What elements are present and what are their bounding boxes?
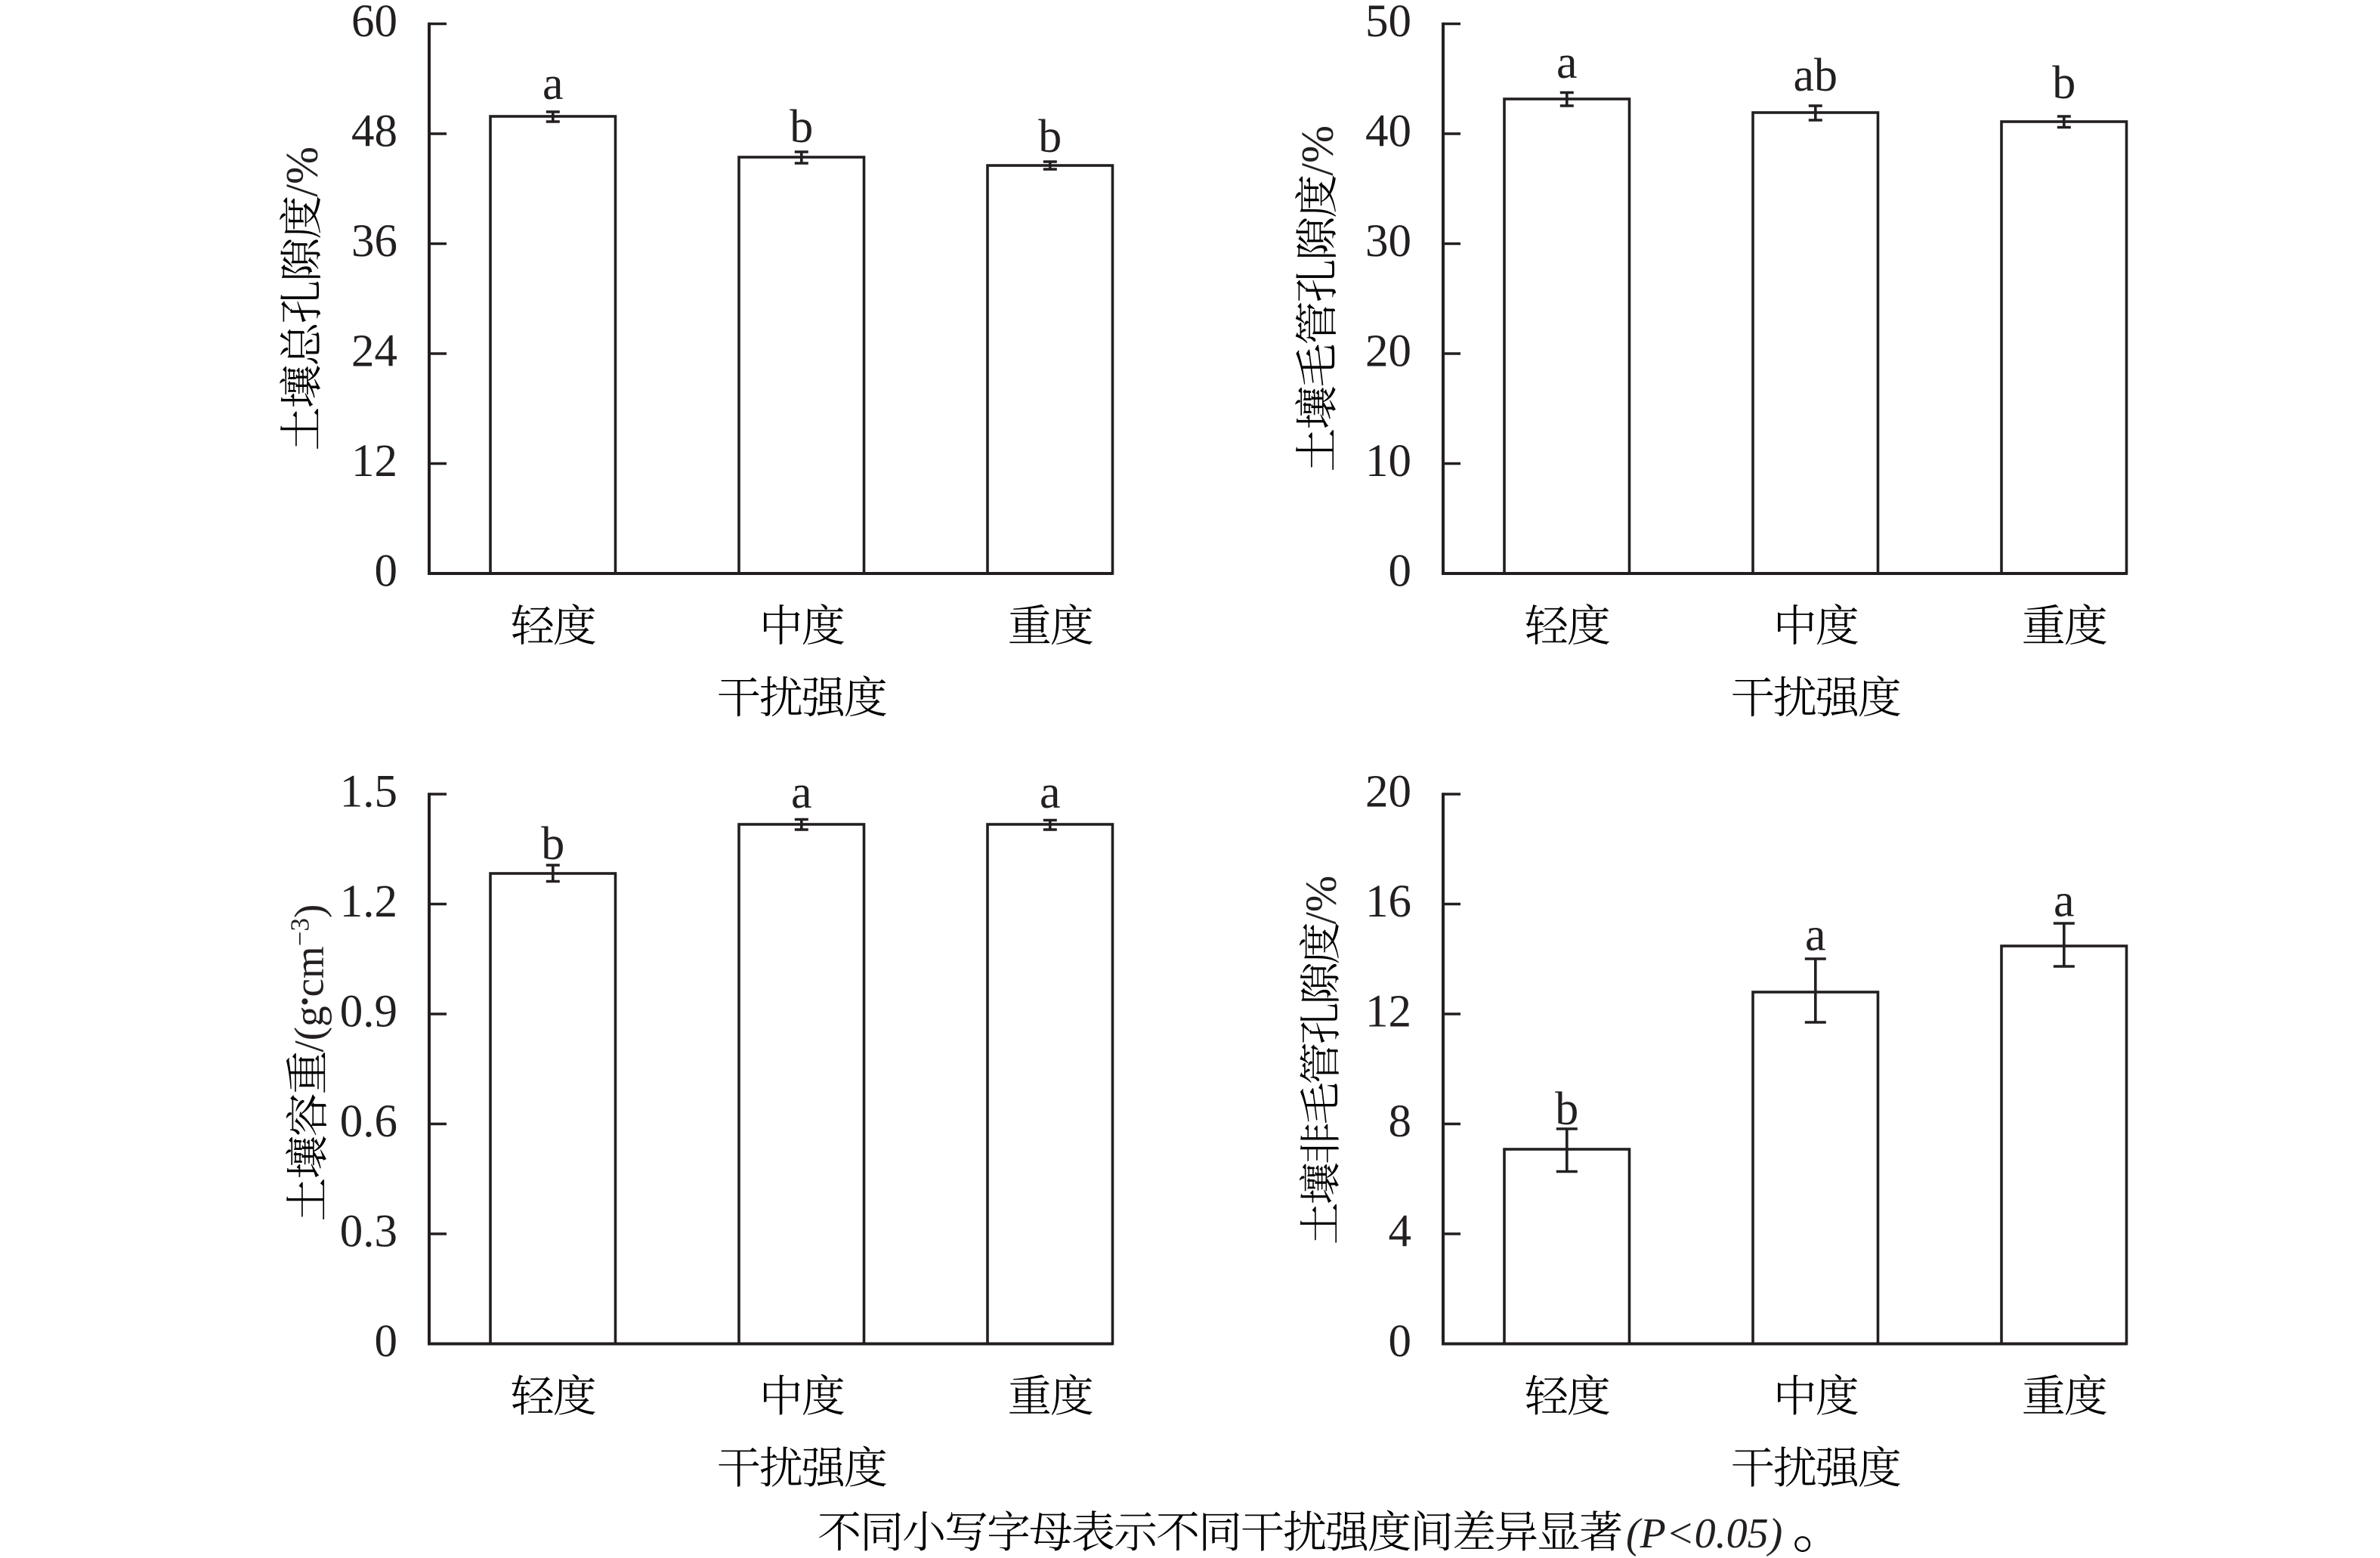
svg-text:0.6: 0.6	[340, 1096, 397, 1147]
svg-text:b: b	[541, 818, 564, 870]
svg-text:b: b	[790, 101, 813, 153]
svg-text:/%: /%	[1293, 125, 1343, 176]
svg-text:30: 30	[1365, 216, 1411, 267]
svg-text:a: a	[1805, 910, 1826, 961]
svg-text:0: 0	[1389, 546, 1412, 597]
svg-text:0: 0	[1389, 1316, 1412, 1367]
svg-text:(P<0.05): (P<0.05)	[1626, 1510, 1782, 1557]
svg-text:a: a	[791, 767, 812, 818]
svg-text:20: 20	[1365, 767, 1411, 818]
svg-text:40: 40	[1365, 107, 1411, 157]
svg-text:/%: /%	[277, 147, 327, 197]
svg-text:/%: /%	[1297, 876, 1346, 924]
svg-text:0: 0	[375, 546, 398, 597]
svg-text:a: a	[542, 58, 564, 110]
svg-text:0.3: 0.3	[340, 1207, 397, 1257]
svg-text:ab: ab	[1794, 50, 1838, 101]
svg-text:0.9: 0.9	[340, 987, 397, 1037]
svg-text:b: b	[1038, 111, 1062, 162]
svg-text:a: a	[2054, 876, 2075, 927]
svg-text:50: 50	[1365, 0, 1411, 47]
svg-text:0: 0	[375, 1316, 398, 1367]
svg-text:20: 20	[1365, 326, 1411, 377]
svg-text:10: 10	[1365, 436, 1411, 487]
svg-text:a: a	[1556, 37, 1578, 88]
svg-text:/(g•cm−3): /(g•cm−3)	[286, 904, 332, 1053]
svg-text:12: 12	[1365, 987, 1411, 1037]
svg-text:1.2: 1.2	[340, 876, 397, 927]
svg-text:a: a	[1040, 767, 1061, 818]
svg-text:4: 4	[1389, 1207, 1412, 1257]
svg-text:24: 24	[351, 326, 397, 377]
svg-text:16: 16	[1365, 876, 1411, 927]
svg-text:b: b	[1555, 1083, 1578, 1135]
svg-text:36: 36	[351, 216, 397, 267]
svg-text:12: 12	[351, 436, 397, 487]
svg-text:b: b	[2052, 57, 2076, 109]
svg-text:60: 60	[351, 0, 397, 47]
svg-text:8: 8	[1389, 1096, 1412, 1147]
svg-text:1.5: 1.5	[340, 767, 397, 818]
svg-text:48: 48	[351, 107, 397, 157]
